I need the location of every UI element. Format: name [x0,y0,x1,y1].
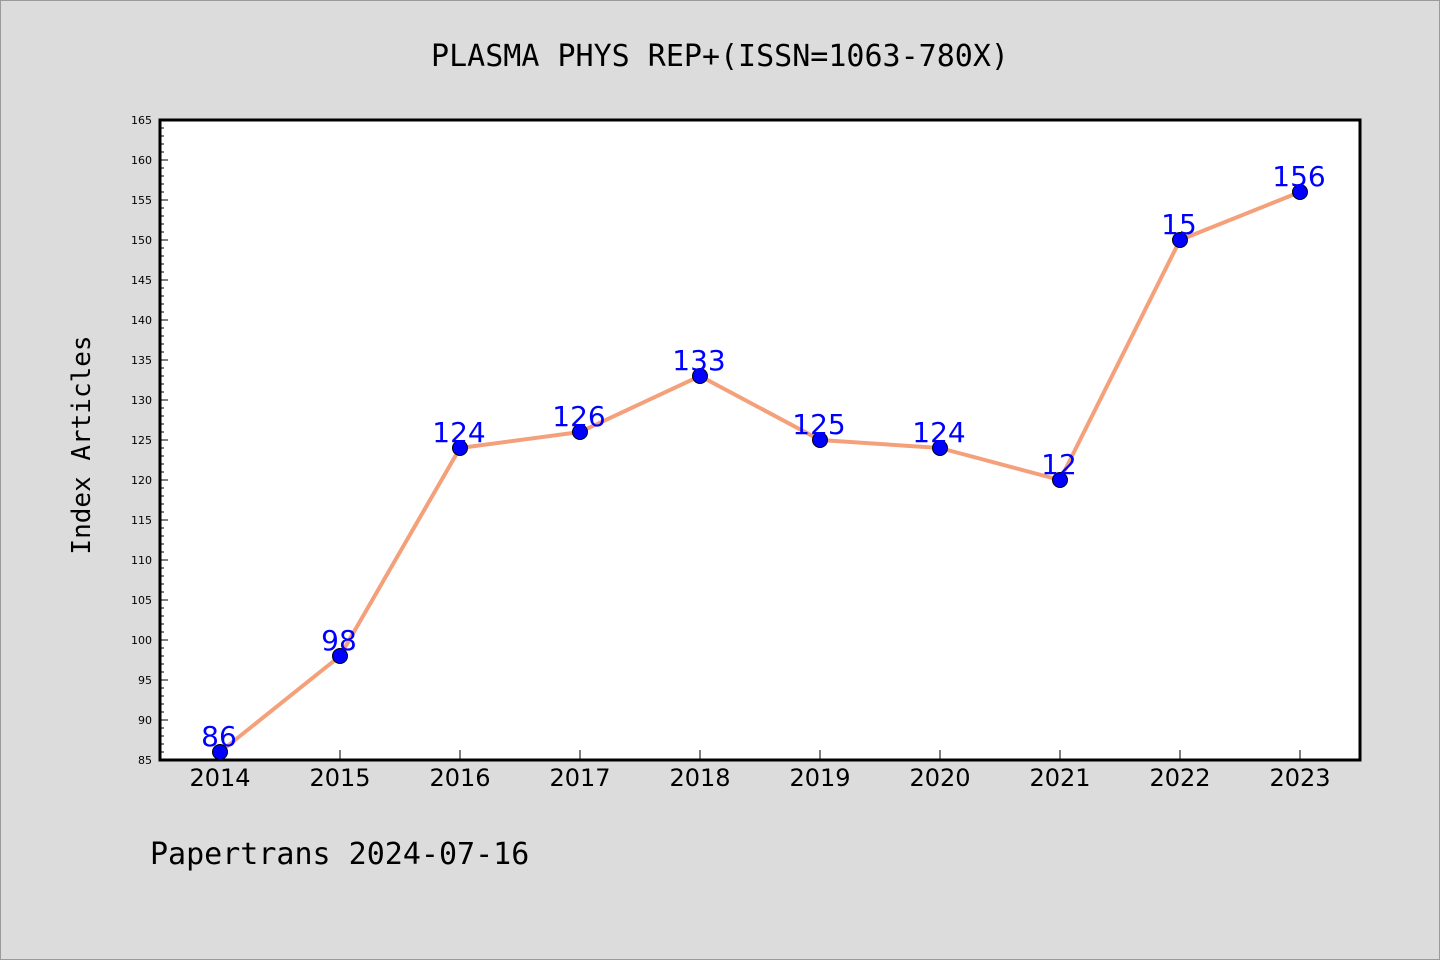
data-point [812,432,828,448]
y-tick-label: 105 [131,594,152,607]
y-tick-label: 155 [131,194,152,207]
series-line [218,190,1301,754]
chart-title: PLASMA PHYS REP+(ISSN=1063-780X) [431,39,1009,74]
plot-area [158,118,1362,762]
y-tick-label: 150 [131,234,152,247]
y-tick-label: 95 [138,674,152,687]
data-label: 98 [321,624,357,657]
data-point [1052,472,1068,488]
data-point [932,440,948,456]
series-articles [212,184,1308,760]
data-point [1172,232,1188,248]
y-tick-label: 90 [138,714,152,727]
data-label: 86 [201,720,237,753]
y-axis-label: Index Articles [67,335,97,554]
x-tick-label: 2016 [429,764,490,792]
data-label: 156 [1272,160,1325,193]
y-tick-label: 115 [131,514,152,527]
y-tick-label: 120 [131,474,152,487]
x-tick-label: 2018 [669,764,730,792]
y-tick-label: 85 [138,754,152,767]
data-point [332,648,348,664]
x-tick-label: 2023 [1269,764,1330,792]
x-tick-label: 2020 [909,764,970,792]
data-point [1292,184,1308,200]
data-label: 125 [792,408,845,441]
x-axis-ticks: 2014 2015 2016 2017 2018 2019 2020 2021 2022 2023 [189,750,1331,792]
x-tick-label: 2019 [789,764,850,792]
data-label: 126 [552,400,605,433]
y-tick-label: 165 [131,114,152,127]
data-point [452,440,468,456]
x-tick-label: 2021 [1029,764,1090,792]
y-axis-ticks: 85 90 95 100 105 110 115 120 125 130 135 140 145 150 1… [131,114,168,767]
data-label: 133 [672,344,725,377]
data-label: 124 [432,416,485,449]
footer-source-date: Papertrans 2024-07-16 [150,837,529,872]
data-point [212,744,228,760]
y-tick-label: 110 [131,554,152,567]
y-tick-label: 100 [131,634,152,647]
x-tick-label: 2014 [189,764,250,792]
data-point [692,368,708,384]
data-labels: 86 98 124 126 133 125 124 12 15 156 [201,160,1326,753]
x-tick-label: 2015 [309,764,370,792]
x-tick-label: 2017 [549,764,610,792]
y-tick-label: 145 [131,274,152,287]
y-tick-label: 135 [131,354,152,367]
y-tick-label: 130 [131,394,152,407]
data-label: 12 [1041,448,1077,481]
y-tick-label: 140 [131,314,152,327]
y-tick-label: 125 [131,434,152,447]
y-tick-label: 160 [131,154,152,167]
data-label: 124 [912,416,965,449]
data-label: 15 [1161,208,1197,241]
data-point [572,424,588,440]
x-tick-label: 2022 [1149,764,1210,792]
